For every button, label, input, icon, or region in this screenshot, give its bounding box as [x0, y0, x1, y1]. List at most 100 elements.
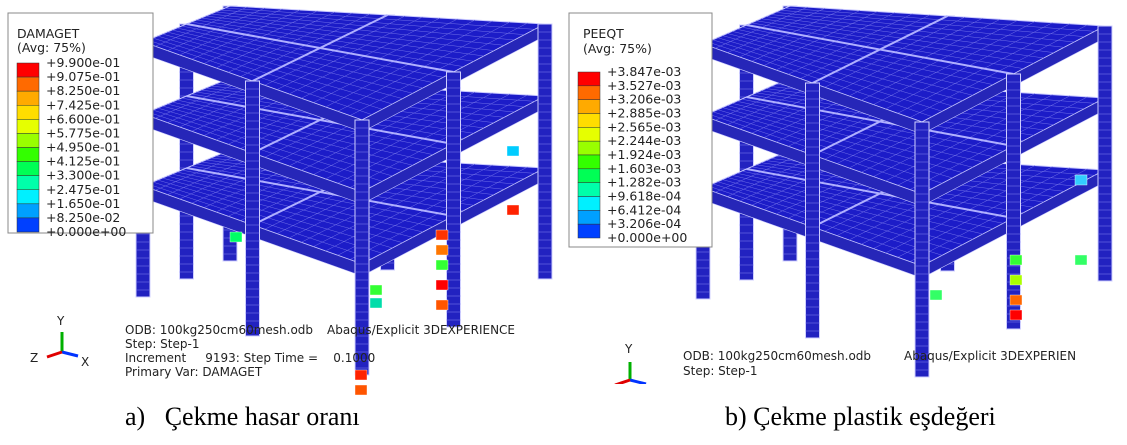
legend-label: +6.600e-01	[46, 111, 120, 126]
legend: PEEQT (Avg: 75%) +3.847e-03+3.527e-03+3.…	[569, 13, 712, 247]
hot-spot	[370, 298, 382, 308]
color-band	[17, 91, 39, 105]
info-line: Increment 9193: Step Time = 0.1000	[125, 351, 375, 365]
color-band	[17, 176, 39, 190]
legend-label: +3.206e-04	[607, 216, 681, 231]
legend-label: +2.475e-01	[46, 182, 120, 197]
info-line: Abaqus/Explicit 3DEXPERIEN	[904, 349, 1076, 363]
legend-label: +4.950e-01	[46, 140, 120, 155]
hot-spot	[507, 146, 519, 156]
axis-label: Y	[56, 314, 65, 328]
column	[806, 83, 820, 338]
color-band	[578, 210, 600, 224]
legend-label: +3.527e-03	[607, 78, 681, 93]
legend-label: +4.125e-01	[46, 154, 120, 169]
legend-label: +2.885e-03	[607, 106, 681, 121]
legend-label: +2.244e-03	[607, 133, 681, 148]
info-line: Primary Var: DAMAGET	[125, 365, 263, 379]
legend-label: +2.565e-03	[607, 119, 681, 134]
legend-label: +3.300e-01	[46, 168, 120, 183]
column	[447, 72, 461, 327]
hot-spot	[1010, 295, 1022, 305]
legend-average: (Avg: 75%)	[17, 40, 86, 55]
legend-label: +1.924e-03	[607, 147, 681, 162]
info-line: ODB: 100kg250cm60mesh.odb	[683, 349, 871, 363]
figure: DAMAGET (Avg: 75%) +9.900e-01+9.075e-01+…	[0, 0, 1127, 445]
hot-spot	[436, 280, 448, 290]
legend-label: +8.250e-01	[46, 83, 120, 98]
hot-spot	[355, 385, 367, 395]
column	[246, 81, 260, 336]
axis-triad: Y	[615, 342, 646, 385]
hot-spot	[930, 290, 942, 300]
axis-label: Z	[30, 351, 38, 365]
color-band	[578, 183, 600, 197]
caption: b) Çekme plastik eşdeğeri	[725, 402, 996, 431]
legend-label: +1.650e-01	[46, 196, 120, 211]
color-band	[17, 162, 39, 176]
column	[915, 122, 929, 377]
hot-spot	[1010, 255, 1022, 265]
info-line: Step: Step-1	[125, 337, 199, 351]
color-band	[17, 218, 39, 232]
legend-average: (Avg: 75%)	[583, 41, 652, 56]
color-band	[578, 127, 600, 141]
axis-triad: Y X Z	[30, 314, 89, 369]
color-band	[17, 190, 39, 204]
color-band	[578, 114, 600, 128]
info-line: Abaqus/Explicit 3DEXPERIENCE	[327, 323, 515, 337]
color-band	[578, 155, 600, 169]
hot-spot	[1010, 275, 1022, 285]
column	[538, 24, 552, 279]
color-band	[17, 105, 39, 119]
legend-label: +0.000e+00	[46, 224, 126, 239]
legend-label: +1.603e-03	[607, 161, 681, 176]
hot-spot	[436, 245, 448, 255]
column	[1098, 26, 1112, 281]
legend-label: +9.075e-01	[46, 69, 120, 84]
caption: a) Çekme hasar oranı	[125, 402, 360, 431]
legend-label: +9.618e-04	[607, 189, 681, 204]
hot-spot	[436, 300, 448, 310]
hot-spot	[436, 260, 448, 270]
hot-spot	[230, 232, 242, 242]
legend-label: +7.425e-01	[46, 97, 120, 112]
legend-label: +6.412e-04	[607, 202, 681, 217]
hot-spot	[1010, 310, 1022, 320]
legend-label: +1.282e-03	[607, 175, 681, 190]
color-band	[17, 148, 39, 162]
legend-label: +5.775e-01	[46, 125, 120, 140]
info-line: Step: Step-1	[683, 364, 757, 378]
axis-label: X	[81, 355, 89, 369]
info-block: ODB: 100kg250cm60mesh.odb Abaqus/Explici…	[125, 323, 515, 379]
column	[1007, 74, 1021, 329]
color-band	[578, 72, 600, 86]
color-band	[578, 141, 600, 155]
hot-spot	[507, 205, 519, 215]
color-band	[578, 169, 600, 183]
legend-scale: +9.900e-01+9.075e-01+8.250e-01+7.425e-01…	[17, 55, 126, 239]
color-band	[17, 77, 39, 91]
legend: DAMAGET (Avg: 75%) +9.900e-01+9.075e-01+…	[8, 13, 153, 239]
legend-scale: +3.847e-03+3.527e-03+3.206e-03+2.885e-03…	[578, 64, 687, 245]
building-model	[696, 6, 1112, 377]
color-band	[17, 119, 39, 133]
legend-label: +9.900e-01	[46, 55, 120, 70]
color-band	[578, 197, 600, 211]
legend-label: +3.206e-03	[607, 92, 681, 107]
hot-spot	[1075, 175, 1087, 185]
color-band	[17, 204, 39, 218]
legend-label: +0.000e+00	[607, 230, 687, 245]
hot-spot	[355, 370, 367, 380]
color-band	[578, 224, 600, 238]
legend-label: +3.847e-03	[607, 64, 681, 79]
legend-title: PEEQT	[583, 26, 624, 41]
hot-spot	[436, 230, 448, 240]
color-band	[17, 63, 39, 77]
color-band	[578, 86, 600, 100]
info-block: ODB: 100kg250cm60mesh.odb Abaqus/Explici…	[683, 349, 1076, 378]
color-band	[578, 100, 600, 114]
info-line: ODB: 100kg250cm60mesh.odb	[125, 323, 313, 337]
color-band	[17, 133, 39, 147]
legend-label: +8.250e-02	[46, 210, 120, 225]
